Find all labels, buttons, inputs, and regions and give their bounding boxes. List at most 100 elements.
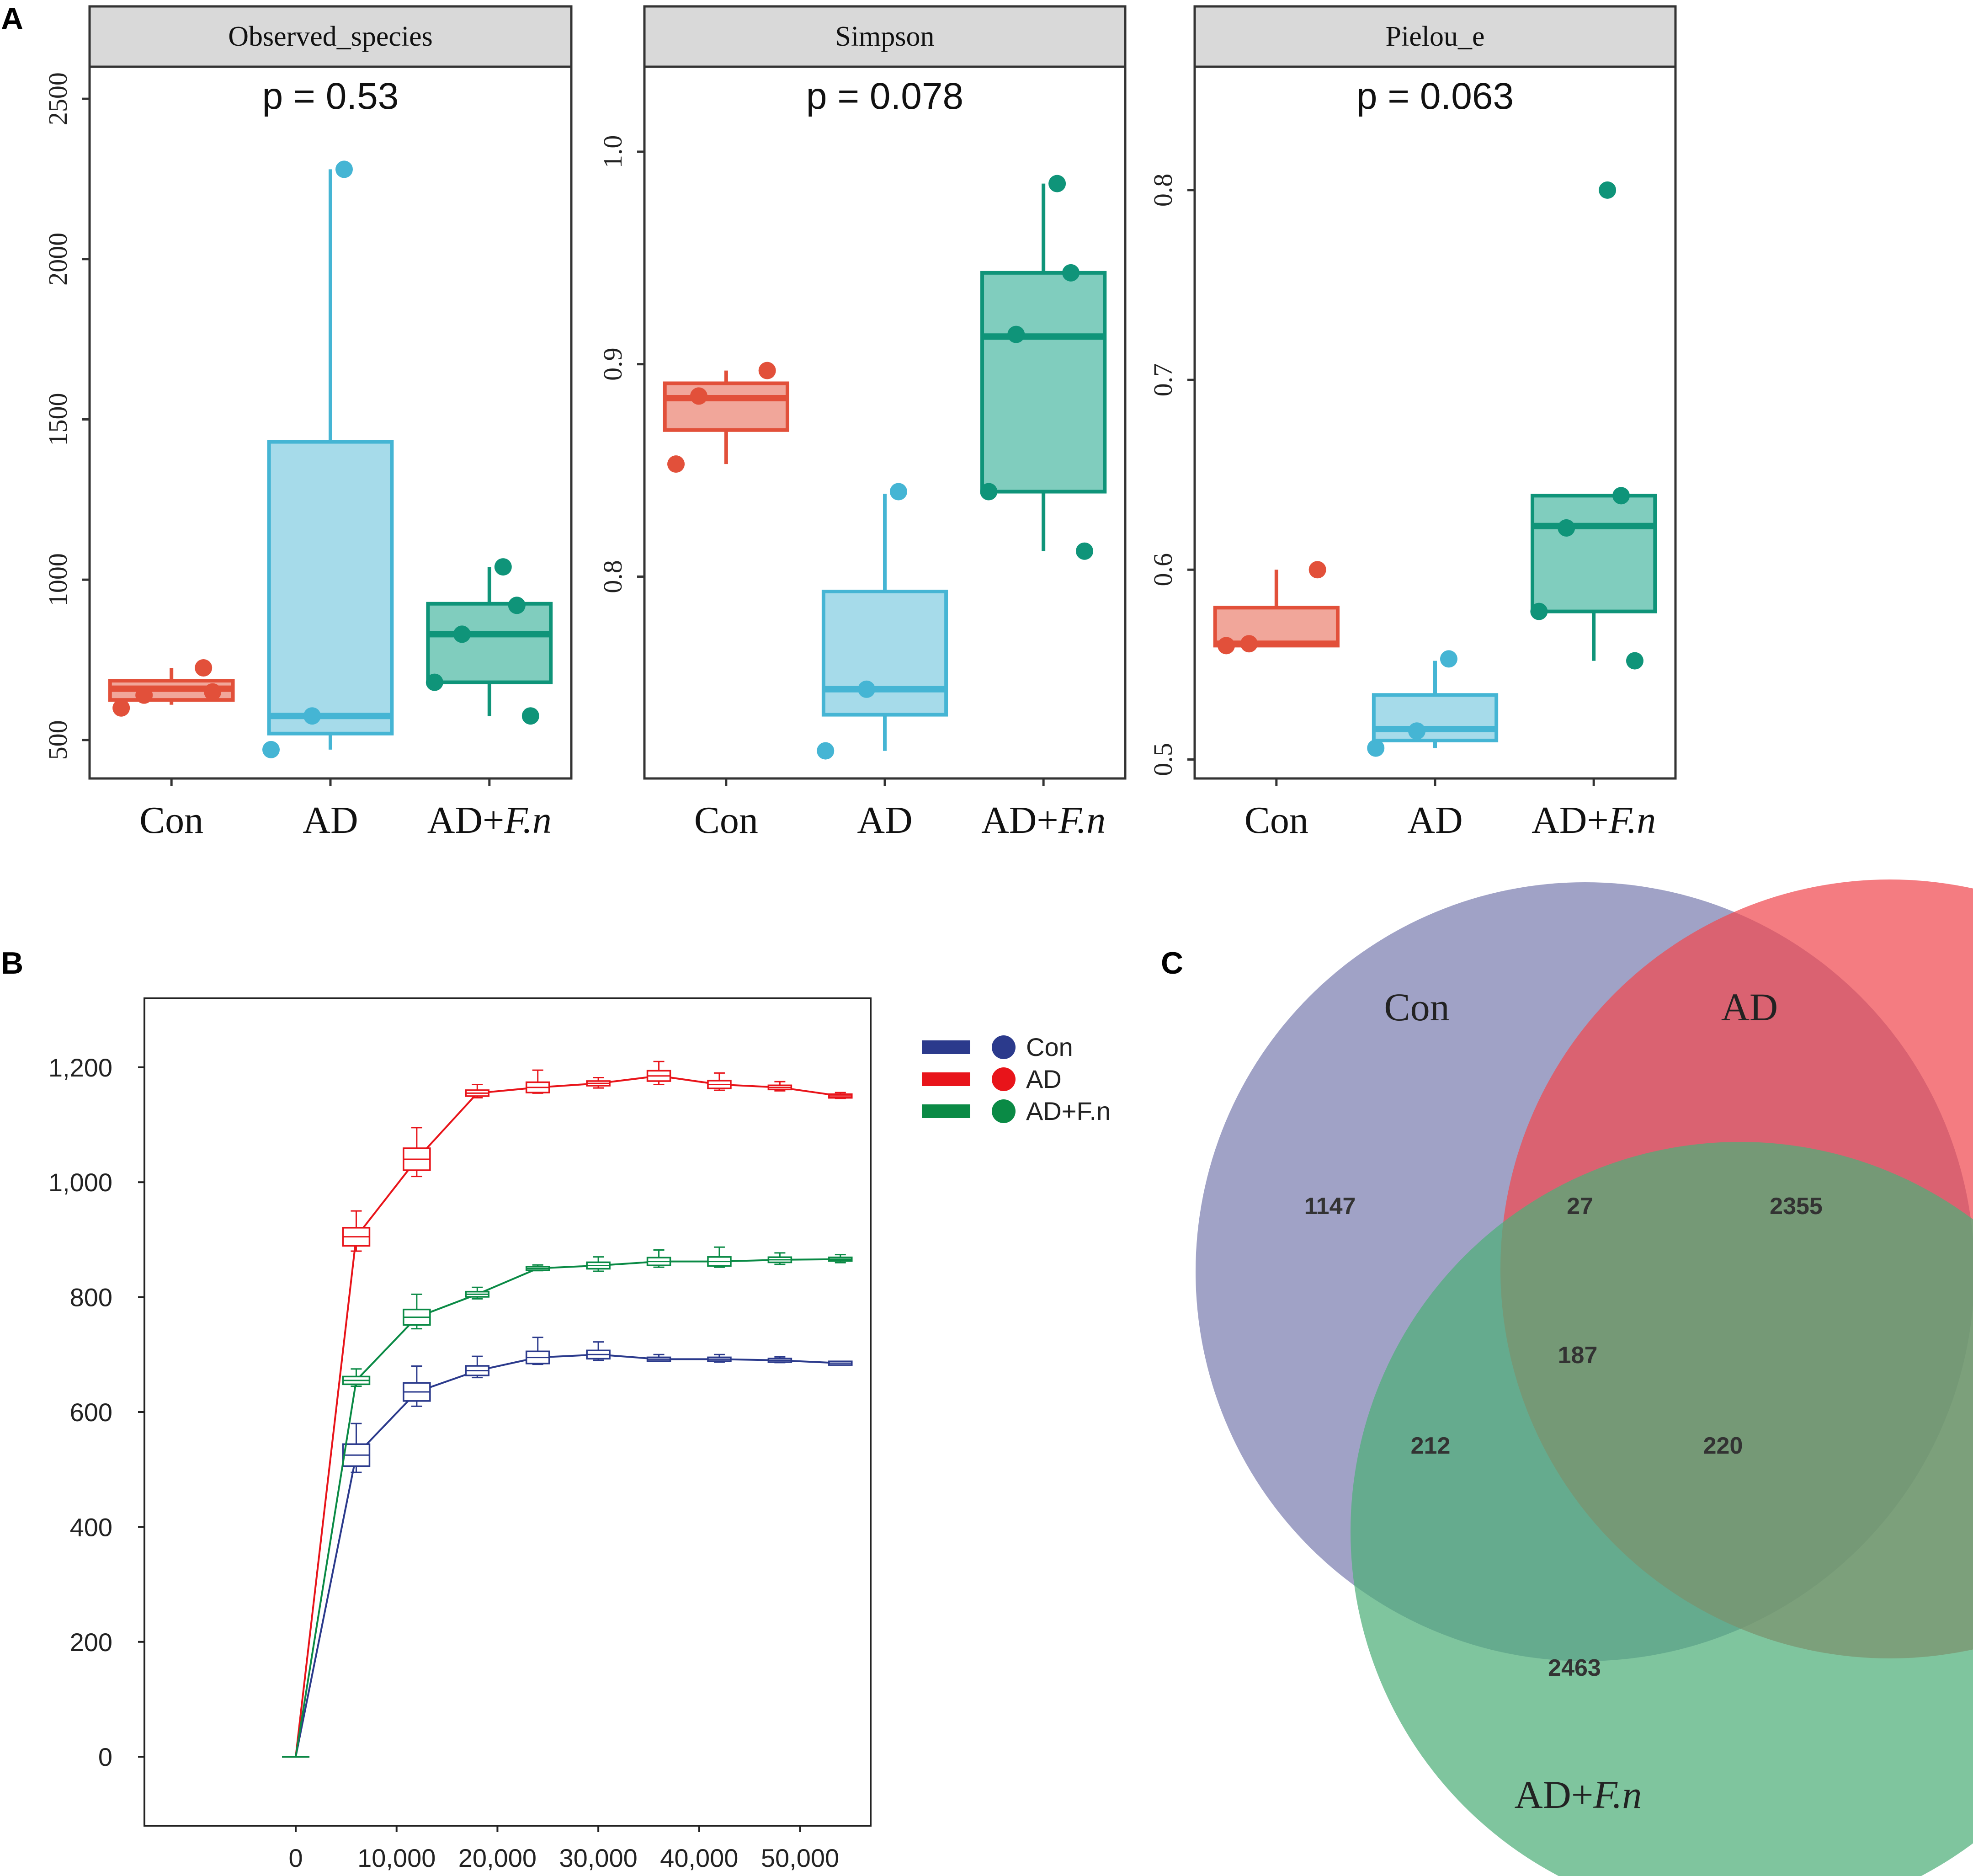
venn-circle-adfn (1351, 1142, 1973, 1876)
box-marker (767, 1356, 792, 1364)
x-category-main: AD (1407, 799, 1462, 842)
legend-label-ad: AD (1026, 1065, 1062, 1093)
y-tick-label: 1,200 (48, 1053, 112, 1082)
x-category-label: AD+F.n (981, 799, 1106, 842)
x-category-label: AD (303, 799, 358, 842)
box-marker (586, 1256, 611, 1272)
data-point (453, 625, 471, 643)
x-category-main: AD+ (1532, 799, 1609, 842)
x-tick-label: 0 (288, 1844, 303, 1872)
series-line-adfn (295, 1258, 840, 1757)
box-marker (646, 1354, 671, 1362)
x-category-label: Con (694, 799, 758, 842)
venn-count-ad-adfn: 220 (1703, 1433, 1743, 1459)
x-category-label: Con (139, 799, 203, 842)
box-marker (403, 1365, 431, 1407)
box-iqr (267, 440, 394, 735)
p-value-label: p = 0.078 (806, 75, 963, 117)
legend-label-adfn: AD+F.n (1026, 1097, 1111, 1125)
x-tick-label: 20,000 (458, 1844, 537, 1872)
data-point (135, 686, 153, 704)
y-tick-label: 1500 (43, 393, 73, 446)
facet-strip (1193, 5, 1677, 68)
box-marker (342, 1423, 371, 1473)
box-marker (586, 1077, 611, 1089)
box-marker (525, 1264, 550, 1272)
data-point (204, 683, 222, 701)
box-ad (817, 483, 948, 760)
box-marker (707, 1246, 732, 1268)
data-point (980, 483, 998, 501)
box-con (1213, 561, 1340, 655)
data-point (1240, 635, 1258, 653)
series-adfn (282, 1246, 853, 1758)
y-tick-label: 2000 (43, 233, 73, 286)
facet-strip (643, 5, 1127, 68)
box-con (663, 362, 789, 473)
data-point (1599, 181, 1617, 199)
data-point (335, 160, 353, 178)
y-tick-label: 800 (70, 1283, 112, 1312)
panel-label-b: B (1, 946, 23, 981)
data-point (112, 699, 130, 717)
x-category-main: Con (1244, 799, 1308, 842)
x-category-main: Con (694, 799, 758, 842)
y-tick-label: 0.8 (598, 560, 628, 593)
y-tick-label: 400 (70, 1513, 112, 1541)
data-point (1530, 602, 1548, 620)
data-point (303, 707, 321, 725)
data-point (1626, 652, 1643, 670)
series-con (282, 1337, 853, 1758)
x-tick-label: 10,000 (357, 1844, 436, 1872)
y-tick-label: 1.0 (598, 135, 628, 169)
data-point (1440, 650, 1457, 668)
box-marker (465, 1355, 490, 1379)
panel-label-c: C (1161, 946, 1183, 981)
x-category-label: Con (1244, 799, 1308, 842)
box-marker (403, 1293, 431, 1330)
facet-title: Simpson (835, 21, 934, 52)
box-marker (403, 1127, 431, 1178)
box-ad (262, 160, 394, 758)
box-marker (707, 1072, 732, 1091)
box-adfn (980, 175, 1107, 560)
legend: Con AD AD+F.n (922, 1033, 1111, 1125)
x-category-main: Con (139, 799, 203, 842)
x-category-label: AD+F.n (427, 799, 552, 842)
y-tick-label: 0 (98, 1743, 112, 1771)
venn-set-label-con: Con (1384, 985, 1449, 1029)
venn-set-label-ad: AD (1721, 985, 1778, 1029)
data-point (1075, 542, 1093, 560)
box-ad (1367, 650, 1499, 757)
box-iqr (980, 271, 1107, 494)
box-con (108, 659, 235, 717)
box-iqr (821, 589, 948, 717)
venn-count-all: 187 (1558, 1342, 1598, 1369)
data-point (521, 707, 539, 725)
legend-swatch-adfn (922, 1104, 970, 1118)
x-category-main: AD+ (427, 799, 505, 842)
venn-set-label-adfn: AD+F.n (1515, 1773, 1642, 1817)
box-adfn (1530, 181, 1657, 670)
y-tick-label: 200 (70, 1628, 112, 1657)
facet-strip (88, 5, 573, 68)
legend-swatch-ad (922, 1072, 970, 1086)
box-iqr (1531, 494, 1657, 613)
box-marker (828, 1360, 853, 1366)
box-iqr (663, 381, 789, 432)
box-marker (342, 1368, 371, 1387)
data-point (1308, 561, 1326, 579)
x-category-main: AD+ (981, 799, 1058, 842)
data-point (858, 680, 876, 698)
series-ad (282, 1061, 853, 1758)
y-tick-label: 1,000 (48, 1168, 112, 1197)
x-tick-label: 40,000 (660, 1844, 738, 1872)
box-marker (828, 1254, 853, 1263)
rarefaction-frame (144, 997, 872, 1827)
y-tick-label: 0.9 (598, 347, 628, 381)
data-point (195, 659, 213, 677)
box-marker (767, 1252, 792, 1265)
data-point (494, 558, 512, 576)
data-point (1048, 175, 1066, 192)
legend-label-con: Con (1026, 1033, 1073, 1061)
